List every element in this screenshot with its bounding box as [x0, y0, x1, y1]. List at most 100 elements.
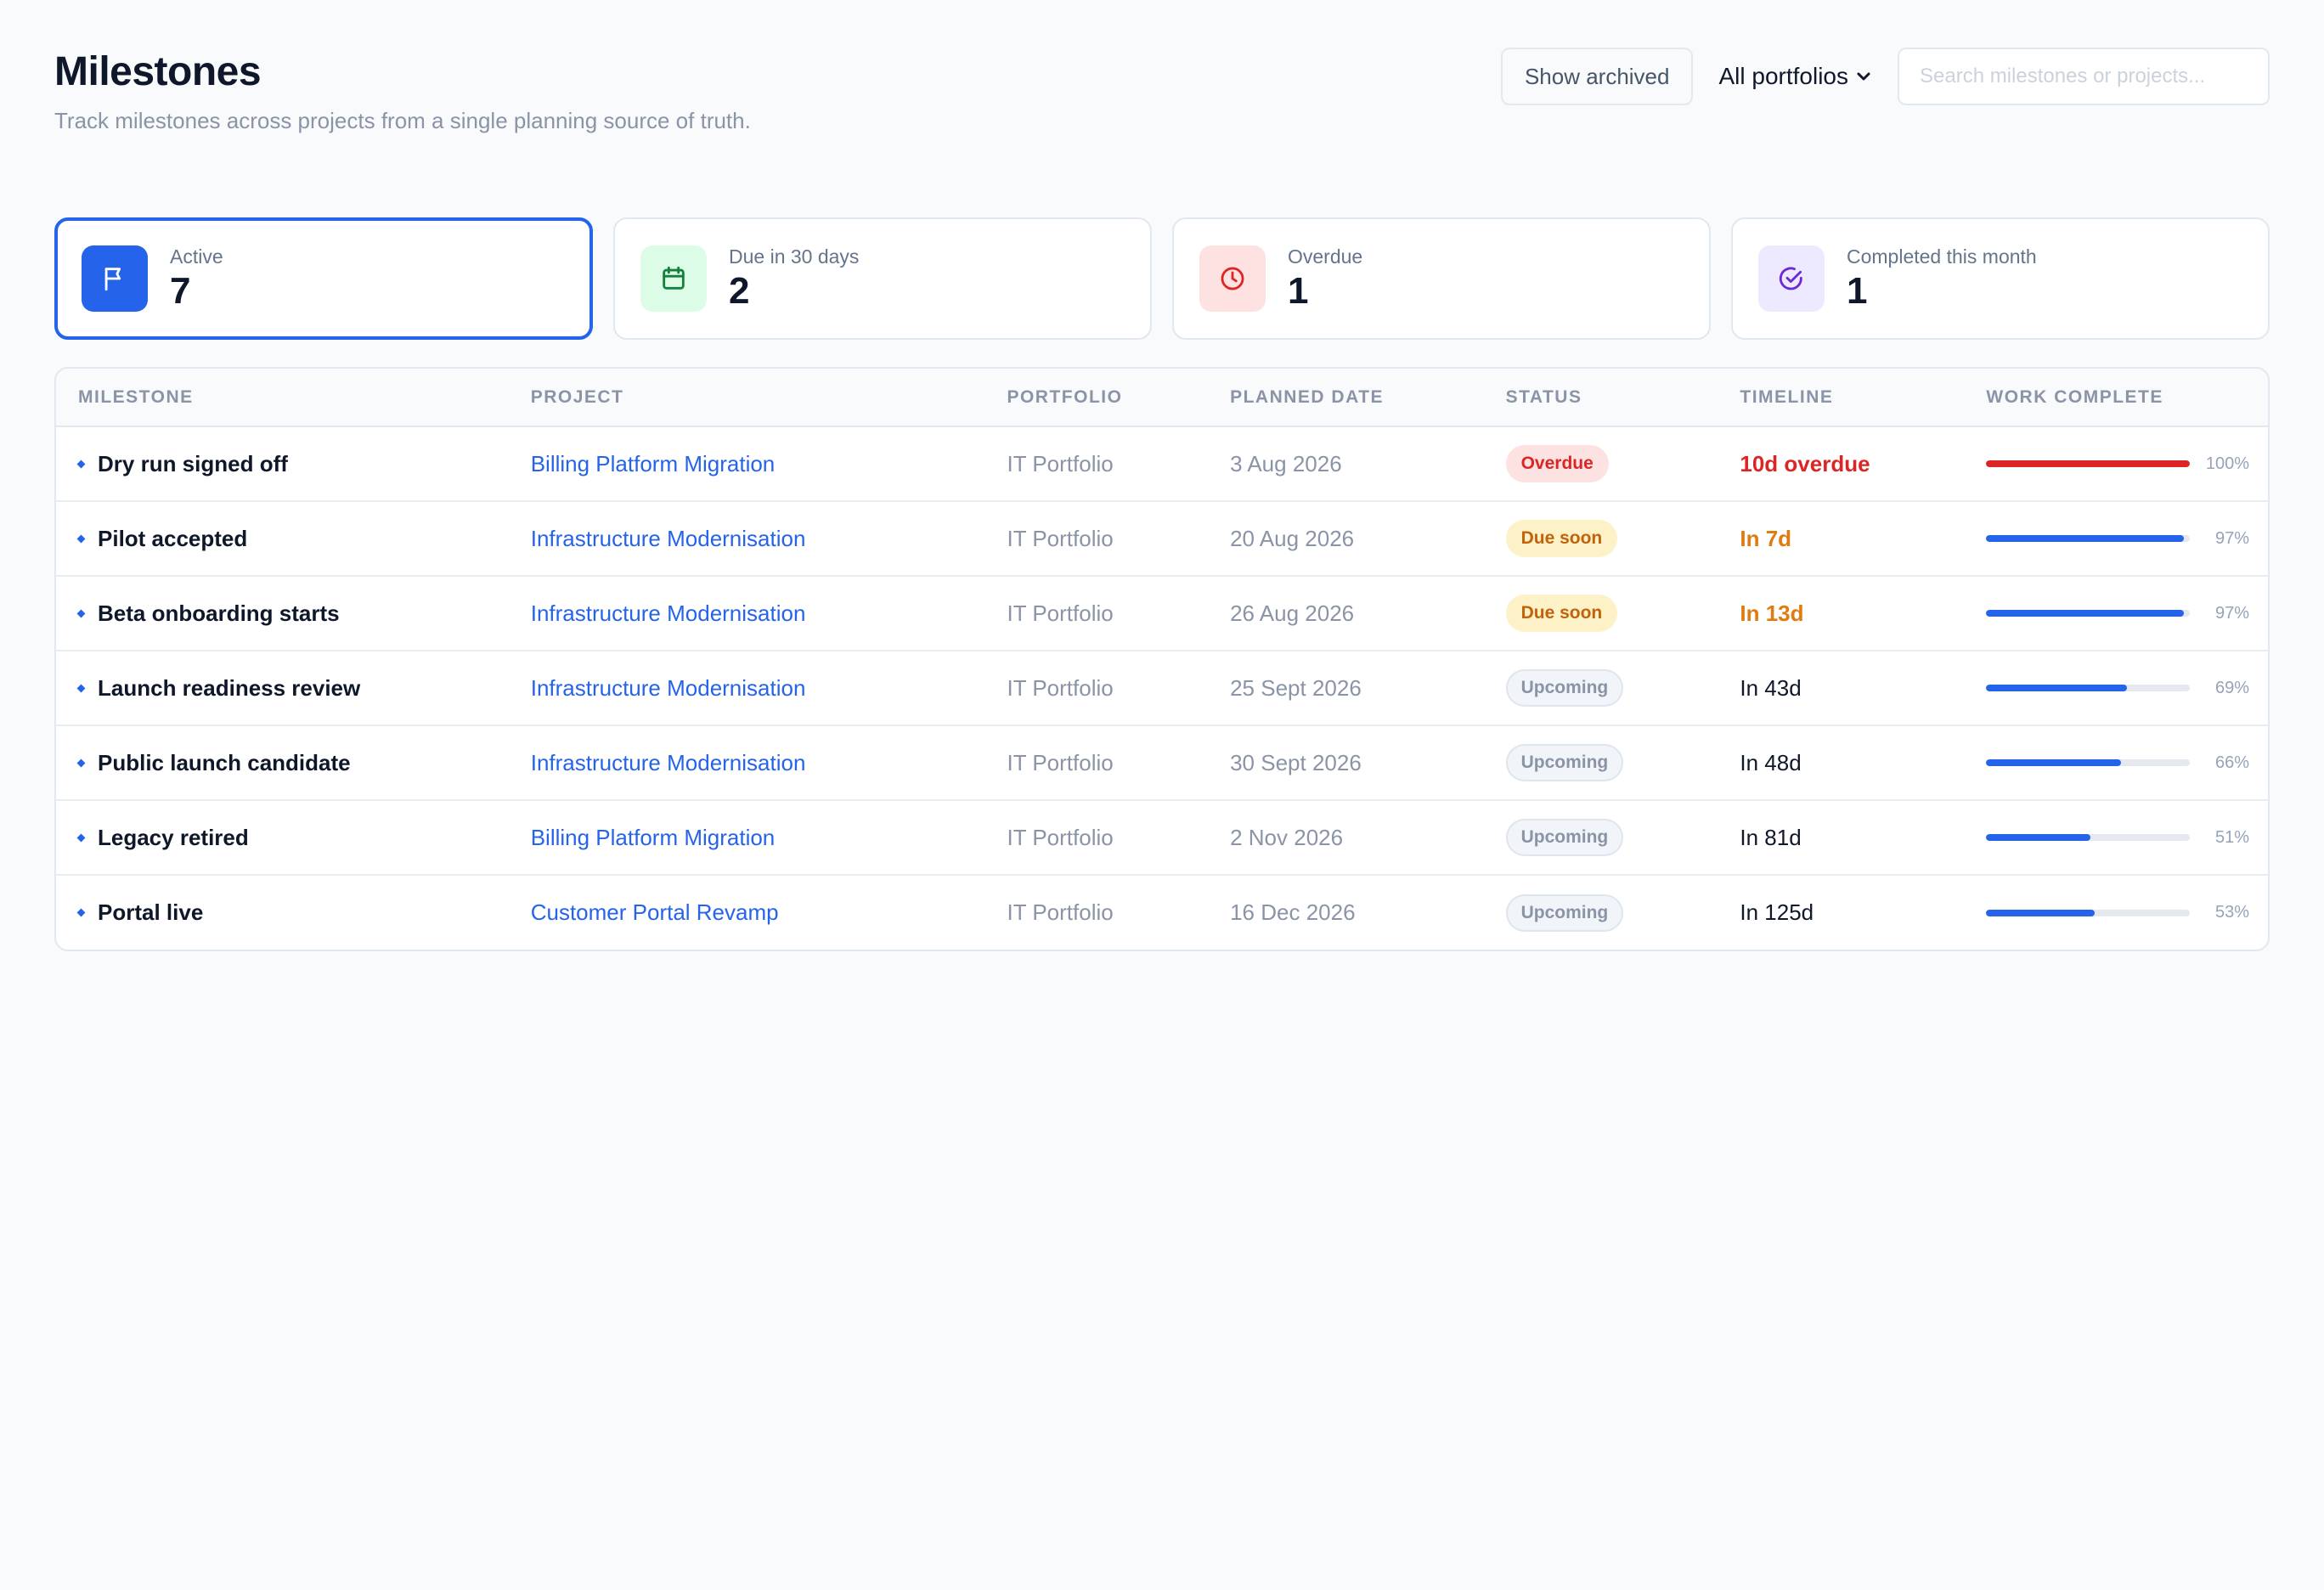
- planned-date-cell: 2 Nov 2026: [1230, 800, 1506, 876]
- portfolio-cell: IT Portfolio: [1007, 651, 1231, 726]
- page-subtitle: Track milestones across projects from a …: [54, 108, 751, 133]
- stat-card-overdue[interactable]: Overdue 1: [1172, 217, 1711, 340]
- timeline-cell: In 81d: [1740, 800, 1987, 876]
- stat-card-completed-this-month[interactable]: Completed this month 1: [1731, 217, 2270, 340]
- status-badge: Upcoming: [1505, 744, 1624, 781]
- column-header-work-complete[interactable]: WORK COMPLETE: [1986, 369, 2268, 427]
- progress-percent: 51%: [2214, 827, 2249, 847]
- column-header-status[interactable]: STATUS: [1505, 369, 1740, 427]
- project-cell: Infrastructure Modernisation: [530, 576, 1007, 651]
- progress-wrap: 69%: [1986, 679, 2268, 698]
- column-header-milestone[interactable]: MILESTONE: [56, 369, 531, 427]
- stat-card-value: 1: [1288, 270, 1309, 312]
- status-badge: Upcoming: [1505, 819, 1624, 856]
- work-complete-cell: 53%: [1986, 875, 2268, 950]
- portfolio-cell: IT Portfolio: [1007, 899, 1114, 925]
- search-input[interactable]: [1898, 48, 2270, 105]
- status-badge: Due soon: [1505, 595, 1618, 632]
- diamond-icon: [76, 534, 86, 543]
- table-row[interactable]: Launch readiness review Infrastructure M…: [56, 651, 2268, 726]
- show-archived-button[interactable]: Show archived: [1500, 48, 1694, 105]
- planned-date-cell: 25 Sept 2026: [1230, 651, 1506, 726]
- stat-cards: Active 7 Due in 30 days 2 Overdue 1 Comp…: [54, 217, 2270, 340]
- progress-wrap: 53%: [1986, 903, 2268, 922]
- check-circle-icon: [1777, 264, 1806, 293]
- milestone-name[interactable]: Public launch candidate: [98, 749, 351, 775]
- stat-card-label: Due in 30 days: [729, 245, 860, 268]
- progress-wrap: 66%: [1986, 753, 2268, 773]
- header-text: Milestones Track milestones across proje…: [54, 48, 751, 134]
- stat-card-label: Completed this month: [1847, 245, 2037, 268]
- diamond-icon: [76, 758, 86, 767]
- table-row[interactable]: Pilot accepted Infrastructure Modernisat…: [56, 501, 2268, 577]
- portfolio-select-value: All portfolios: [1718, 63, 1848, 89]
- status-badge: Overdue: [1505, 445, 1609, 482]
- milestone-cell: Launch readiness review: [56, 651, 531, 726]
- table-row[interactable]: Legacy retired Billing Platform Migratio…: [56, 800, 2268, 876]
- progress-bar-fill: [1986, 685, 2127, 691]
- progress-bar: [1986, 759, 2191, 766]
- project-link[interactable]: Billing Platform Migration: [530, 450, 776, 476]
- progress-percent: 53%: [2214, 903, 2249, 922]
- table-row[interactable]: Public launch candidate Infrastructure M…: [56, 725, 2268, 801]
- diamond-icon: [76, 908, 86, 917]
- project-link[interactable]: Infrastructure Modernisation: [530, 674, 806, 701]
- timeline-cell: 10d overdue: [1740, 426, 1987, 502]
- column-header-portfolio[interactable]: PORTFOLIO: [1007, 369, 1231, 427]
- diamond-icon: [76, 684, 86, 692]
- diamond-icon: [76, 460, 86, 468]
- stat-card-active[interactable]: Active 7: [54, 217, 593, 340]
- status-cell: Upcoming: [1505, 875, 1740, 950]
- page-title: Milestones: [54, 49, 262, 94]
- status-cell: Upcoming: [1505, 651, 1740, 726]
- flag-icon-tile: [82, 245, 148, 312]
- table-row[interactable]: Dry run signed off Billing Platform Migr…: [56, 426, 2268, 502]
- milestone-cell: Portal live: [56, 875, 531, 950]
- status-cell: Due soon: [1505, 501, 1740, 577]
- project-link[interactable]: Infrastructure Modernisation: [530, 600, 806, 626]
- progress-bar: [1986, 909, 2191, 916]
- project-link[interactable]: Billing Platform Migration: [530, 824, 776, 850]
- project-cell: Customer Portal Revamp: [531, 875, 1007, 950]
- milestone-name-wrap: Public launch candidate: [76, 749, 531, 776]
- milestone-name[interactable]: Launch readiness review: [98, 674, 361, 701]
- milestone-name[interactable]: Beta onboarding starts: [98, 600, 340, 626]
- milestone-name-wrap: Beta onboarding starts: [76, 600, 531, 627]
- chevron-down-icon: [1857, 72, 1870, 81]
- stat-card-value: 2: [729, 270, 750, 312]
- progress-bar-fill: [1986, 909, 2095, 916]
- milestone-name[interactable]: Portal live: [98, 899, 204, 925]
- milestone-cell: Pilot accepted: [56, 501, 531, 577]
- header-controls: Show archived All portfolios: [1500, 48, 2270, 105]
- stat-card-due-in-30-days[interactable]: Due in 30 days 2: [613, 217, 1152, 340]
- milestone-name[interactable]: Pilot accepted: [98, 525, 248, 551]
- column-header-timeline[interactable]: TIMELINE: [1740, 369, 1987, 427]
- project-cell: Billing Platform Migration: [530, 800, 1007, 876]
- status-cell: Due soon: [1505, 576, 1740, 651]
- planned-date-cell: 30 Sept 2026: [1230, 725, 1506, 801]
- milestone-name[interactable]: Dry run signed off: [98, 450, 288, 476]
- column-header-project[interactable]: PROJECT: [530, 369, 1007, 427]
- clock-icon: [1218, 264, 1247, 293]
- progress-bar: [1986, 834, 2191, 841]
- column-header-planned-date[interactable]: PLANNED DATE: [1230, 369, 1506, 427]
- milestone-cell: Public launch candidate: [56, 725, 531, 801]
- project-link[interactable]: Infrastructure Modernisation: [530, 749, 806, 775]
- table-row[interactable]: Beta onboarding starts Infrastructure Mo…: [56, 576, 2268, 651]
- project-link[interactable]: Infrastructure Modernisation: [530, 525, 806, 551]
- status-cell: Upcoming: [1505, 800, 1740, 876]
- progress-wrap: 51%: [1986, 828, 2268, 848]
- project-cell: Infrastructure Modernisation: [530, 501, 1007, 577]
- table-row[interactable]: Portal live Customer Portal Revamp IT Po…: [56, 875, 2268, 950]
- progress-bar-fill: [1986, 460, 2191, 467]
- progress-bar: [1986, 460, 2191, 467]
- project-cell: Infrastructure Modernisation: [530, 651, 1007, 726]
- milestone-name[interactable]: Legacy retired: [98, 824, 249, 850]
- portfolio-select[interactable]: All portfolios: [1713, 48, 1877, 105]
- calendar-icon: [659, 264, 688, 293]
- work-complete-cell: 66%: [1986, 725, 2268, 801]
- project-link[interactable]: Customer Portal Revamp: [530, 899, 779, 925]
- work-complete-cell: 69%: [1986, 651, 2268, 726]
- milestone-name-wrap: Legacy retired: [76, 824, 531, 851]
